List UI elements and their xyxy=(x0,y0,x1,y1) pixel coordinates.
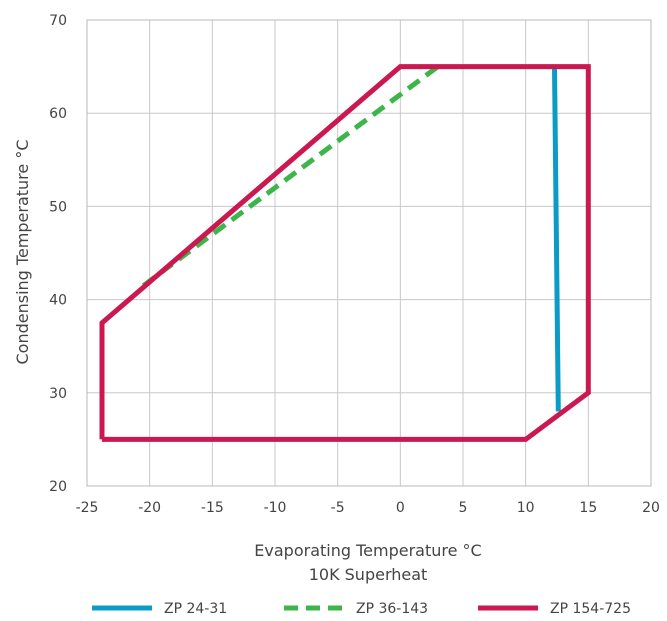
y-axis-label: Condensing Temperature °C xyxy=(13,139,32,364)
x-tick-label: 5 xyxy=(459,500,468,516)
x-tick-label: -10 xyxy=(264,500,287,516)
y-tick-labels: 20 30 40 50 60 70 xyxy=(49,13,67,495)
y-tick-label: 50 xyxy=(49,199,67,215)
x-tick-label: -15 xyxy=(201,500,224,516)
x-axis-label: Evaporating Temperature °C xyxy=(254,541,481,560)
y-tick-label: 60 xyxy=(49,106,67,122)
legend-label: ZP 154-725 xyxy=(550,601,631,617)
x-tick-label: 0 xyxy=(396,500,405,516)
series-lines xyxy=(99,64,591,442)
y-tick-label: 20 xyxy=(49,479,67,495)
series-zp-24-31-line xyxy=(552,66,561,412)
y-tick-label: 30 xyxy=(49,386,67,402)
x-tick-label: 15 xyxy=(579,500,597,516)
series-zp-36-143-line xyxy=(141,64,440,288)
legend: ZP 24-31 ZP 36-143 ZP 154-725 xyxy=(92,601,631,617)
x-tick-labels: -25 -20 -15 -10 -5 0 5 10 15 20 xyxy=(76,500,660,516)
x-axis-sublabel: 10K Superheat xyxy=(309,565,428,584)
legend-label: ZP 24-31 xyxy=(164,601,227,617)
x-tick-label: -20 xyxy=(138,500,161,516)
y-tick-label: 40 xyxy=(49,293,67,309)
grid xyxy=(86,19,652,487)
plot-border xyxy=(86,19,652,487)
x-tick-label: -5 xyxy=(331,500,345,516)
x-tick-label: -25 xyxy=(76,500,99,516)
x-tick-label: 10 xyxy=(517,500,535,516)
legend-label: ZP 36-143 xyxy=(356,601,428,617)
series-zp-154-725-line xyxy=(99,64,591,442)
plot-frame xyxy=(86,19,652,487)
y-tick-label: 70 xyxy=(49,13,67,29)
x-tick-label: 20 xyxy=(642,500,660,516)
